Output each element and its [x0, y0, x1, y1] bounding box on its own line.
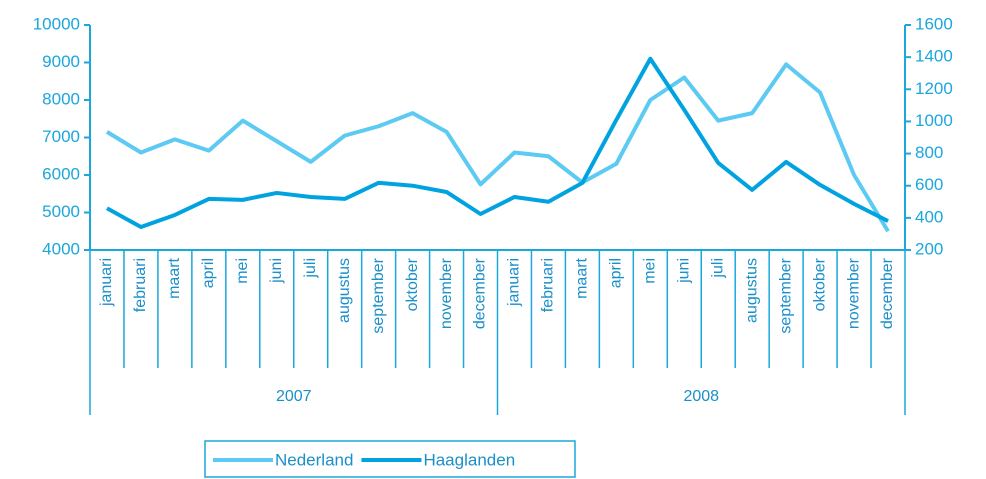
y2-tick-label: 1200 — [915, 79, 953, 98]
y2-tick-label: 1400 — [915, 47, 953, 66]
y-tick-label: 4000 — [42, 239, 80, 258]
x-tick-label: november — [845, 257, 862, 329]
y2-tick-label: 800 — [915, 143, 943, 162]
x-tick-label: juli — [709, 258, 726, 279]
y-tick-label: 7000 — [42, 127, 80, 146]
x-tick-label: maart — [574, 257, 591, 298]
x-tick-label: mei — [642, 258, 659, 284]
x-tick-label: december — [472, 257, 489, 329]
x-tick-label: augustus — [743, 258, 760, 323]
x-tick-label: september — [370, 257, 387, 333]
x-tick-label: januari — [506, 258, 523, 307]
group-label: 2007 — [276, 388, 312, 405]
legend-box — [204, 440, 576, 478]
y2-tick-label: 600 — [915, 175, 943, 194]
x-tick-label: maart — [166, 257, 183, 298]
y-tick-label: 8000 — [42, 89, 80, 108]
y-tick-label: 9000 — [42, 52, 80, 71]
series-line — [105, 62, 890, 233]
x-tick-label: februari — [132, 258, 149, 312]
x-tick-label: november — [438, 257, 455, 329]
x-tick-label: juli — [302, 258, 319, 279]
x-tick-label: mei — [234, 258, 251, 284]
x-tick-label: december — [879, 257, 896, 329]
legend-label: Haaglanden — [423, 450, 515, 469]
x-tick-label: oktober — [404, 257, 421, 311]
x-tick-label: augustus — [336, 258, 353, 323]
x-tick-label: juni — [268, 258, 285, 284]
x-tick-label: september — [777, 257, 794, 333]
legend-label: Nederland — [275, 450, 353, 469]
y2-tick-label: 400 — [915, 207, 943, 226]
y2-tick-label: 1000 — [915, 111, 953, 130]
x-tick-label: april — [608, 258, 625, 288]
y-tick-label: 6000 — [42, 164, 80, 183]
y-tick-label: 10000 — [33, 14, 80, 33]
x-tick-label: januari — [98, 258, 115, 307]
x-tick-label: april — [200, 258, 217, 288]
y2-tick-label: 200 — [915, 239, 943, 258]
x-tick-label: oktober — [811, 257, 828, 311]
x-tick-label: juni — [675, 258, 692, 284]
series-line — [106, 56, 889, 230]
group-label: 2008 — [683, 388, 719, 405]
x-tick-label: februari — [540, 258, 557, 312]
y-tick-label: 5000 — [42, 202, 80, 221]
y2-tick-label: 1600 — [915, 14, 953, 33]
